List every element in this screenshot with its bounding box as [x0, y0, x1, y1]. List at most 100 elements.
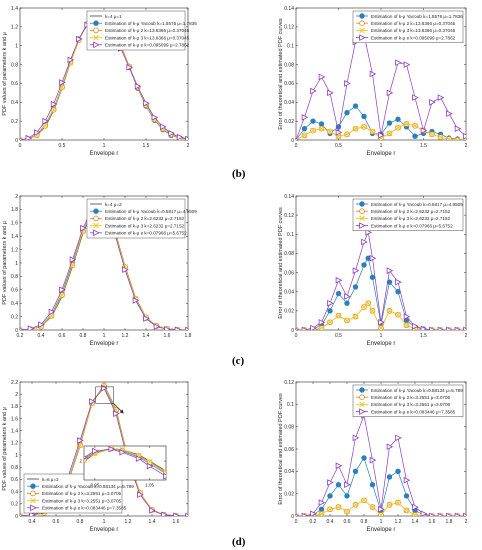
data-point [395, 59, 402, 66]
data-point [429, 131, 435, 138]
y-tick-label: 0.04 [284, 289, 294, 295]
y-tick-label: 0.02 [284, 491, 294, 497]
x-tick-label: 0.4 [29, 519, 36, 525]
x-tick-label: 0.6 [344, 519, 351, 525]
legend-marker [359, 20, 365, 27]
data-point [69, 256, 77, 263]
x-tick-label: 1 [380, 143, 383, 149]
y-tick-label: 0.1 [287, 402, 294, 408]
data-point [437, 512, 445, 516]
legend-marker [30, 504, 37, 512]
data-point [42, 117, 49, 125]
y-axis-label: Error of theoretical and estimated PDF c… [278, 207, 284, 319]
x-tick-label: 0.2 [310, 519, 317, 525]
data-point [132, 297, 140, 304]
y-tick-label: 0.12 [284, 213, 294, 219]
data-point [296, 138, 300, 140]
legend-marker [30, 483, 36, 489]
legend-entry: Estimation of k-μ Yacoub k=1.5576 μ=1.78… [105, 21, 197, 26]
data-point [20, 138, 24, 140]
data-point [137, 491, 144, 498]
y-axis-label: Error of theoretical and estimated PDF c… [278, 18, 284, 130]
data-point [318, 73, 326, 81]
data-point [310, 324, 317, 330]
data-point [59, 79, 66, 86]
x-axis-label: Envelope r [367, 341, 396, 347]
data-point [420, 325, 428, 330]
legend-entry: Estimation of k-μ e k=0.095099 μ=2.7862 [105, 43, 190, 48]
data-point [67, 56, 75, 64]
series-group [84, 446, 166, 480]
data-point [378, 512, 384, 516]
legend-box [23, 473, 123, 514]
legend-entry: k=6 μ=2 [42, 477, 59, 482]
data-point [446, 326, 453, 330]
data-point [403, 313, 411, 320]
data-point [352, 125, 359, 132]
y-tick-label: 2 [15, 194, 18, 200]
y-axis-label: PDF values of parameters k and μ [2, 221, 8, 305]
x-tick-label: 0.5 [335, 143, 342, 149]
y-tick-label: 0.12 [284, 25, 294, 31]
y-tick-label: 0 [15, 138, 18, 144]
data-point [185, 135, 188, 140]
x-tick-label: 0.4 [38, 333, 45, 339]
legend-box [352, 198, 464, 231]
legend-marker [30, 497, 36, 504]
y-tick-label: 1 [15, 43, 18, 49]
y-axis-label: Error of theoretical and estimated PDF c… [278, 393, 284, 505]
data-point [327, 128, 333, 135]
data-point [395, 499, 401, 506]
legend-marker [359, 408, 366, 415]
data-point [163, 469, 166, 475]
data-point [77, 442, 83, 449]
legend-marker [93, 20, 99, 26]
data-point [146, 459, 153, 465]
data-point [296, 137, 299, 140]
y-tick-label: 0.8 [11, 62, 18, 68]
x-tick-label: 0.8 [80, 333, 87, 339]
legend: k=4 μ=1 Estimation of k-μ Yacoub k=1.5576… [86, 10, 197, 51]
data-point [463, 326, 466, 330]
x-tick-label: 1.4 [149, 519, 156, 525]
data-point [395, 116, 401, 122]
legend-box [86, 10, 186, 51]
x-tick-label: 2 [465, 519, 468, 525]
series-line-2 [296, 302, 466, 330]
x-tick-label: 1 [380, 333, 383, 339]
legend: k=4 μ=2 Estimation of k-μ Yacoub k=0.5817… [86, 198, 197, 239]
y-tick-label: 0.08 [284, 62, 294, 68]
data-point [92, 447, 99, 455]
y-tick-label: 2 [79, 459, 82, 464]
data-point [344, 481, 351, 489]
data-point [335, 276, 343, 284]
data-point [437, 134, 444, 140]
data-point [318, 319, 326, 326]
y-tick-label: 0.4 [11, 301, 18, 307]
y-tick-label: 0 [15, 328, 18, 334]
data-point [454, 326, 462, 330]
x-tick-label: 1.05 [145, 483, 154, 488]
legend-marker [359, 222, 366, 229]
x-tick-label: 1.2 [122, 333, 129, 339]
x-tick-label: 2 [465, 143, 468, 149]
data-point [361, 497, 367, 504]
data-point [412, 322, 419, 330]
y-tick-label: 1.6 [11, 416, 18, 422]
data-point [395, 468, 401, 475]
data-point [327, 89, 334, 97]
legend-entry: Estimation of k-μ e k=0.095099 μ=2.7862 [371, 35, 456, 40]
data-point [378, 131, 385, 139]
legend-entry: Estimation of k-μ Yacoub k=0.5817 μ=4.95… [371, 202, 463, 207]
data-point [369, 70, 377, 78]
legend-entry: Estimation of k-μ e k=0.083446 μ=7.3585 [371, 409, 456, 414]
data-point [135, 455, 143, 462]
legend-marker [359, 208, 365, 215]
data-point [77, 437, 84, 444]
x-tick-label: 1.2 [125, 519, 132, 525]
x-tick-label: 1.5 [420, 333, 427, 339]
data-point [454, 512, 462, 516]
data-point [361, 124, 367, 130]
legend-entry: Estimation of k-μ Yacoub k=0.88134 μ=5.7… [371, 388, 463, 393]
data-point [352, 267, 360, 274]
